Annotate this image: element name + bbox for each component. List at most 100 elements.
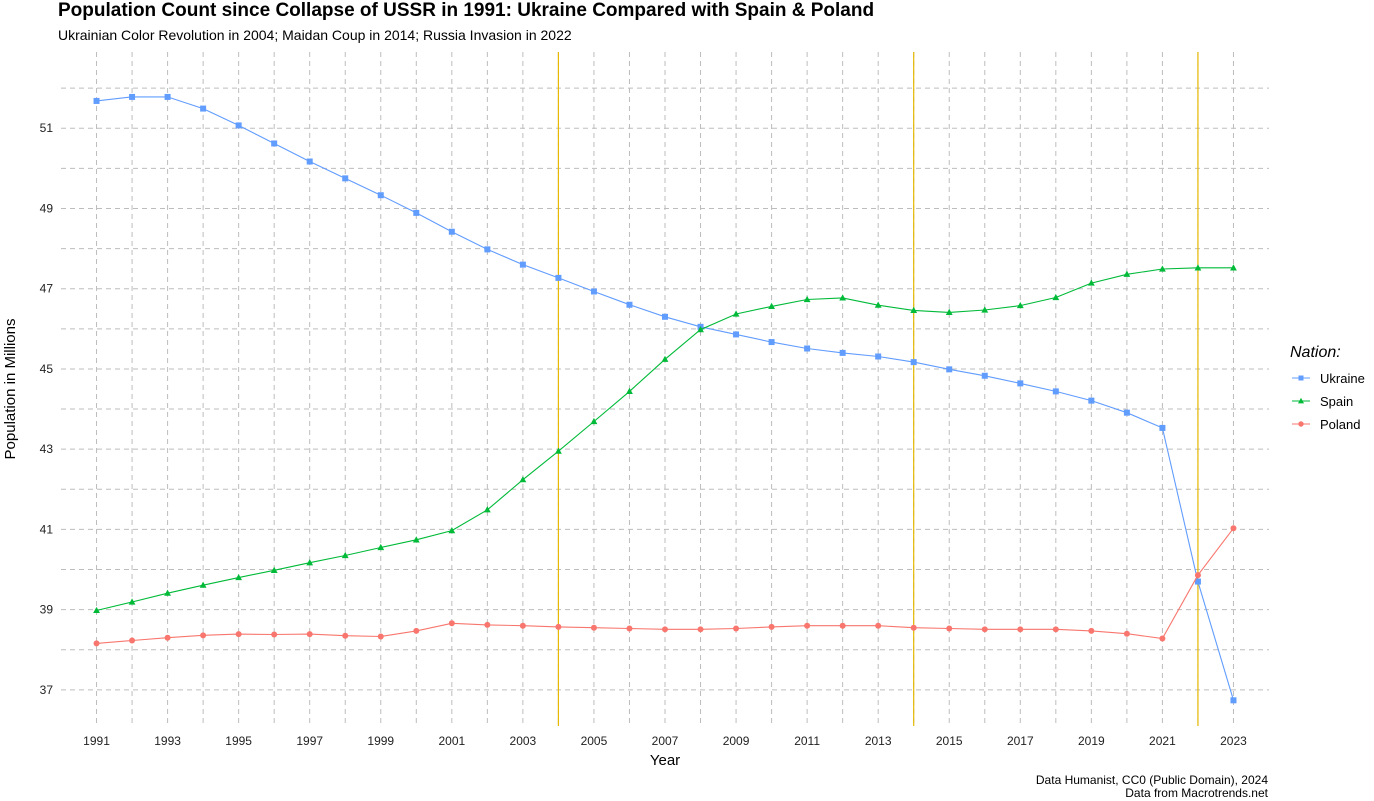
point-poland-1997 [306,631,313,638]
point-ukraine-2023 [1230,697,1237,704]
point-poland-2001 [448,620,455,627]
x-axis-title: Year [650,752,680,769]
point-ukraine-2014 [910,359,917,366]
x-tick-label-2023: 2023 [1220,734,1247,748]
point-ukraine-2009 [733,331,740,338]
point-spain-2021 [1159,265,1166,272]
point-ukraine-2001 [448,228,455,235]
point-spain-2011 [803,295,811,303]
point-spain-2007 [661,355,669,362]
point-spain-1991 [93,606,100,614]
legend-item-ukraine: Ukraine [1292,371,1365,386]
y-tick-label-43: 43 [40,442,54,456]
point-poland-2021 [1159,635,1166,642]
point-ukraine-2018 [1052,388,1059,395]
point-ukraine-2006 [626,301,633,308]
point-poland-2009 [733,625,740,632]
point-spain-2008 [697,326,704,333]
point-ukraine-2020 [1123,409,1130,416]
x-tick-label-2003: 2003 [510,734,537,748]
point-spain-1992 [128,598,136,605]
point-poland-2010 [768,623,775,630]
point-ukraine-1994 [200,105,207,112]
point-spain-1998 [341,551,349,559]
series-poland [93,525,1237,647]
legend-label-poland: Poland [1320,417,1360,432]
x-tick-label-2017: 2017 [1007,734,1034,748]
legend-title: Nation: [1290,344,1341,361]
point-spain-2001 [448,527,456,534]
point-ukraine-2003 [519,261,526,268]
point-spain-2010 [768,302,775,309]
point-spain-2017 [1016,301,1024,309]
point-poland-2000 [413,627,420,634]
point-poland-2014 [910,624,917,631]
x-tick-label-2021: 2021 [1149,734,1176,748]
point-poland-2002 [484,621,491,628]
point-poland-1999 [377,633,384,640]
x-tick-label-2019: 2019 [1078,734,1105,748]
series-spain [93,264,1237,614]
point-spain-1996 [270,566,278,573]
point-spain-2016 [981,306,989,313]
point-spain-1997 [306,559,314,566]
legend-label-spain: Spain [1320,394,1353,409]
x-tick-label-2007: 2007 [652,734,679,748]
point-poland-2013 [875,622,882,629]
y-axis-title: Population in Millions [2,319,19,460]
point-spain-2006 [626,387,633,395]
point-poland-2005 [590,624,597,631]
point-ukraine-1992 [129,93,136,100]
x-tick-label-2001: 2001 [438,734,465,748]
legend-label-ukraine: Ukraine [1320,371,1365,386]
legend-marker-poland [1298,421,1304,427]
point-spain-1993 [164,589,171,596]
point-ukraine-2005 [590,288,597,295]
point-poland-1991 [93,640,100,647]
y-tick-label-49: 49 [40,201,54,215]
point-spain-2020 [1123,270,1131,277]
point-ukraine-2002 [484,246,491,253]
point-ukraine-2022 [1194,578,1201,585]
point-ukraine-2004 [555,274,562,281]
point-poland-2018 [1052,626,1059,633]
point-spain-2009 [732,310,740,317]
y-tick-label-37: 37 [40,683,54,697]
point-ukraine-2000 [413,209,420,216]
point-poland-2019 [1088,627,1095,634]
x-tick-label-2005: 2005 [581,734,608,748]
chart-subtitle: Ukrainian Color Revolution in 2004; Maid… [58,27,572,43]
series-ukraine [93,93,1237,704]
point-poland-2016 [981,626,988,633]
point-ukraine-1999 [377,192,384,199]
point-ukraine-1993 [164,93,171,100]
caption-credit: Data Humanist, CC0 (Public Domain), 2024 [1035,773,1268,787]
point-poland-2004 [555,623,562,630]
y-tick-label-39: 39 [40,603,54,617]
legend-item-poland: Poland [1292,417,1360,432]
point-ukraine-2010 [768,339,775,346]
point-poland-2008 [697,626,704,633]
point-ukraine-2019 [1088,397,1095,404]
legend-marker-spain [1298,397,1304,404]
point-spain-2005 [590,417,598,425]
point-poland-2003 [519,622,526,629]
x-tick-label-1995: 1995 [225,734,252,748]
point-poland-1993 [164,634,171,641]
point-spain-2003 [519,476,527,483]
y-tick-label-41: 41 [40,522,54,536]
point-poland-2012 [839,622,846,629]
x-tick-label-2015: 2015 [936,734,963,748]
point-poland-2007 [662,626,668,633]
point-poland-1996 [271,631,278,638]
point-spain-2004 [555,447,562,454]
point-ukraine-1998 [342,175,349,182]
point-ukraine-2013 [875,353,882,360]
point-ukraine-1997 [306,158,313,165]
point-spain-2019 [1087,279,1095,286]
y-tick-label-45: 45 [40,362,54,376]
point-poland-2023 [1230,525,1237,532]
y-tick-label-47: 47 [40,282,54,296]
point-ukraine-2015 [946,366,953,373]
